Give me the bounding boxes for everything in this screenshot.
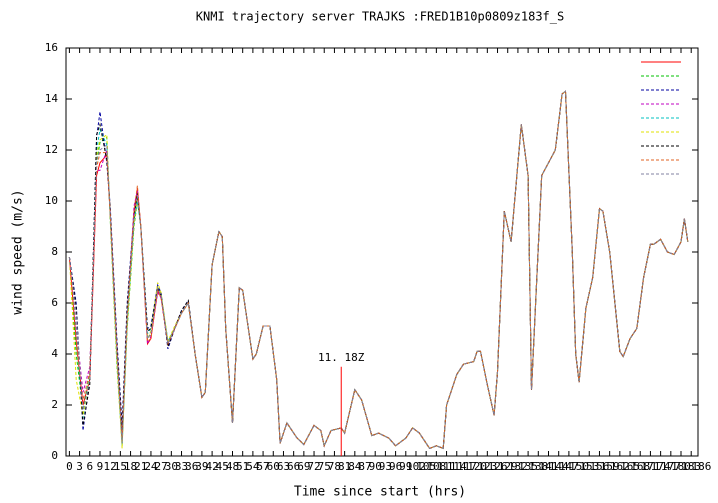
x-tick-label: 78: [328, 460, 341, 473]
x-tick-label: 66: [287, 460, 300, 473]
x-tick-label: 162: [610, 460, 630, 473]
y-tick-label: 16: [45, 41, 58, 54]
x-tick-label: 129: [498, 460, 518, 473]
x-tick-label: 45: [216, 460, 229, 473]
x-tick-label: 33: [175, 460, 188, 473]
x-tick-label: 39: [195, 460, 208, 473]
y-tick-label: 12: [45, 143, 58, 156]
x-tick-label: 87: [358, 460, 371, 473]
x-tick-label: 9: [97, 460, 104, 473]
y-tick-label: 6: [51, 296, 58, 309]
x-tick-label: 99: [399, 460, 412, 473]
y-tick-label: 2: [51, 398, 58, 411]
x-tick-label: 81: [338, 460, 351, 473]
x-tick-label: 117: [457, 460, 477, 473]
chart-title: KNMI trajectory server TRAJKS :FRED1B10p…: [196, 10, 564, 24]
x-tick-label: 60: [267, 460, 280, 473]
x-tick-label: 54: [246, 460, 260, 473]
x-tick-label: 105: [416, 460, 436, 473]
y-tick-label: 8: [51, 245, 58, 258]
x-tick-label: 159: [600, 460, 620, 473]
x-tick-label: 15: [114, 460, 127, 473]
y-tick-label: 0: [51, 449, 58, 462]
x-tick-label: 132: [508, 460, 528, 473]
x-tick-label: 156: [590, 460, 610, 473]
x-tick-label: 120: [467, 460, 487, 473]
x-tick-label: 75: [318, 460, 331, 473]
x-tick-label: 63: [277, 460, 290, 473]
x-tick-label: 18: [124, 460, 137, 473]
x-tick-label: 96: [389, 460, 402, 473]
series-line: [68, 90, 689, 450]
x-tick-label: 171: [640, 460, 660, 473]
x-tick-label: 126: [488, 460, 508, 473]
x-tick-label: 144: [549, 460, 569, 473]
x-tick-label: 51: [236, 460, 249, 473]
x-tick-label: 93: [379, 460, 392, 473]
x-tick-label: 24: [144, 460, 158, 473]
x-tick-label: 147: [559, 460, 579, 473]
x-tick-label: 84: [348, 460, 362, 473]
y-tick-label: 14: [45, 92, 59, 105]
x-tick-label: 135: [518, 460, 538, 473]
series-line: [68, 90, 689, 450]
x-tick-label: 21: [134, 460, 147, 473]
x-tick-label: 72: [307, 460, 320, 473]
x-tick-label: 183: [681, 460, 701, 473]
x-tick-label: 180: [671, 460, 691, 473]
x-tick-label: 69: [297, 460, 310, 473]
x-tick-label: 108: [426, 460, 446, 473]
x-tick-label: 42: [205, 460, 218, 473]
y-tick-label: 4: [51, 347, 58, 360]
x-tick-label: 138: [528, 460, 548, 473]
x-tick-label: 3: [76, 460, 83, 473]
x-tick-label: 165: [620, 460, 640, 473]
x-tick-label: 90: [369, 460, 382, 473]
y-axis-label: wind speed (m/s): [11, 189, 26, 314]
x-tick-label: 102: [406, 460, 426, 473]
x-tick-label: 6: [86, 460, 93, 473]
x-tick-label: 168: [630, 460, 650, 473]
x-tick-label: 30: [165, 460, 178, 473]
x-tick-label: 27: [155, 460, 168, 473]
x-tick-label: 57: [256, 460, 269, 473]
x-tick-label: 174: [651, 460, 671, 473]
x-tick-label: 153: [579, 460, 599, 473]
x-tick-label: 177: [661, 460, 681, 473]
x-tick-label: 0: [66, 460, 73, 473]
x-tick-label: 123: [477, 460, 497, 473]
x-tick-label: 141: [539, 460, 559, 473]
x-tick-label: 186: [691, 460, 711, 473]
annotation-label: 11. 18Z: [318, 351, 365, 364]
x-tick-label: 111: [437, 460, 457, 473]
x-tick-label: 114: [447, 460, 467, 473]
x-tick-label: 150: [569, 460, 589, 473]
x-axis-label: Time since start (hrs): [294, 485, 466, 500]
x-tick-label: 12: [104, 460, 117, 473]
x-tick-label: 36: [185, 460, 198, 473]
y-tick-label: 10: [45, 194, 58, 207]
x-tick-label: 48: [226, 460, 239, 473]
